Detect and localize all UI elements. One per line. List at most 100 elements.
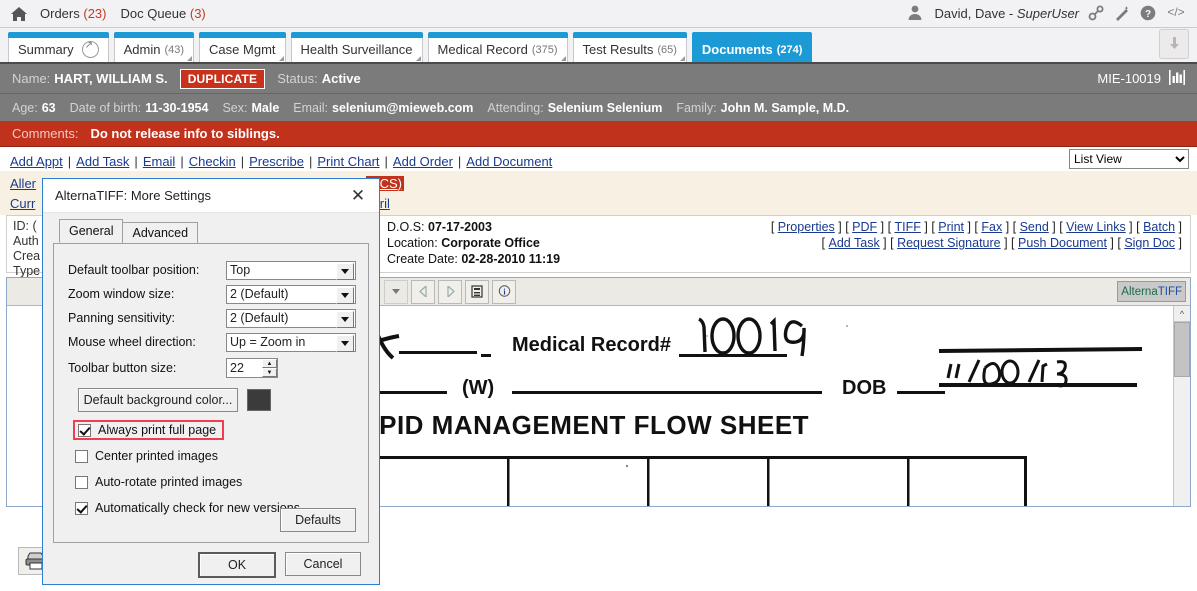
- doc-created-line: Crea: [13, 249, 41, 263]
- tab-test-results-label: Test Results: [582, 42, 654, 57]
- field-panning-label: Panning sensitivity:: [68, 311, 176, 325]
- tab-case-mgmt[interactable]: Case Mgmt: [199, 32, 286, 62]
- tab-test-results[interactable]: Test Results (65): [572, 32, 688, 62]
- action-add-order[interactable]: Add Order: [392, 153, 453, 169]
- link-icon[interactable]: [1088, 5, 1105, 22]
- chevron-down-icon[interactable]: [336, 286, 354, 304]
- doclink-send[interactable]: Send: [1019, 220, 1049, 234]
- doclink-properties[interactable]: Properties: [777, 220, 835, 234]
- auto-check-new-versions-checkbox[interactable]: [75, 501, 88, 515]
- chevron-down-icon[interactable]: [679, 56, 685, 61]
- action-checkin[interactable]: Checkin: [188, 153, 236, 169]
- prev-page-icon[interactable]: [411, 279, 435, 304]
- action-add-task[interactable]: Add Task: [76, 153, 130, 169]
- center-printed-images-checkbox[interactable]: [75, 449, 88, 463]
- chevron-down-icon[interactable]: [187, 56, 193, 61]
- doclink-view-links[interactable]: View Links: [1066, 220, 1126, 234]
- stepper-up-icon[interactable]: ▲: [262, 359, 277, 368]
- dialog-tab-advanced[interactable]: Advanced: [122, 222, 199, 243]
- chevron-down-icon[interactable]: [336, 334, 354, 352]
- next-page-icon[interactable]: [438, 279, 462, 304]
- help-icon[interactable]: ?: [1140, 5, 1157, 22]
- action-add-document[interactable]: Add Document: [466, 153, 553, 169]
- field-zoom-window-label: Zoom window size:: [68, 287, 175, 301]
- action-add-appt[interactable]: Add Appt: [10, 153, 63, 169]
- chevron-down-icon[interactable]: [336, 262, 354, 280]
- doclink-fax[interactable]: Fax: [981, 220, 1003, 234]
- download-button[interactable]: [1159, 29, 1189, 59]
- svg-text:</>: </>: [1167, 5, 1184, 19]
- stepper-buttons[interactable]: ▲ ▼: [262, 359, 277, 377]
- panning-sensitivity-select[interactable]: 2 (Default): [226, 308, 356, 328]
- patient-dob-value: 11-30-1954: [145, 100, 209, 115]
- wand-icon[interactable]: [1114, 5, 1131, 22]
- sep: |: [240, 153, 245, 169]
- scroll-up-icon[interactable]: ^: [1174, 306, 1190, 322]
- chevron-down-icon[interactable]: [560, 56, 566, 61]
- stepper-down-icon[interactable]: ▼: [262, 368, 277, 377]
- tab-summary[interactable]: Summary: [8, 32, 109, 62]
- mouse-wheel-direction-select[interactable]: Up = Zoom in: [226, 332, 356, 352]
- auto-rotate-printed-images-checkbox[interactable]: [75, 475, 88, 489]
- chevron-down-icon[interactable]: [278, 56, 284, 61]
- toolbar-button-size-value: 22: [230, 361, 244, 375]
- doc-dos-label: D.O.S:: [387, 220, 425, 234]
- doclink-tiff[interactable]: TIFF: [894, 220, 921, 234]
- doclink-batch[interactable]: Batch: [1143, 220, 1176, 234]
- cancel-button[interactable]: Cancel: [285, 552, 361, 576]
- code-icon[interactable]: </>: [1166, 5, 1184, 22]
- chevron-down-icon[interactable]: [415, 56, 421, 61]
- topbar-link-orders[interactable]: Orders (23): [40, 6, 106, 21]
- home-icon[interactable]: [10, 6, 28, 22]
- doclink-sign-doc[interactable]: Sign Doc: [1124, 236, 1176, 250]
- dropdown-icon[interactable]: [384, 279, 408, 304]
- defaults-button-label: Defaults: [295, 513, 341, 527]
- tab-admin[interactable]: Admin (43): [113, 32, 195, 62]
- info-icon[interactable]: i: [492, 279, 516, 304]
- defaults-button[interactable]: Defaults: [280, 508, 356, 532]
- patient-banner-row-1: Name: HART, WILLIAM S. DUPLICATE Status:…: [0, 64, 1197, 94]
- patient-age-label: Age:: [12, 100, 38, 115]
- popout-icon[interactable]: [81, 40, 99, 58]
- checkbox-group: Always print full page Center printed im…: [68, 420, 358, 518]
- dialog-body: General Advanced Default toolbar positio…: [43, 213, 379, 578]
- chart-icon[interactable]: [1169, 69, 1185, 88]
- tab-documents[interactable]: Documents (274): [691, 32, 813, 62]
- toolbar-button-size-stepper[interactable]: 22 ▲ ▼: [226, 358, 278, 378]
- background-color-swatch[interactable]: [247, 389, 271, 411]
- default-background-color-button[interactable]: Default background color...: [78, 388, 238, 412]
- field-toolbar-position-label: Default toolbar position:: [68, 263, 200, 277]
- view-mode-select[interactable]: List View: [1069, 149, 1189, 169]
- document-meta-left-column: ID: ( Auth Crea Type Subj: [13, 219, 40, 294]
- user-name[interactable]: David, Dave - SuperUser: [934, 6, 1079, 21]
- doclink-print[interactable]: Print: [938, 220, 964, 234]
- thumbnail-icon[interactable]: [465, 279, 489, 304]
- chevron-down-icon[interactable]: [336, 310, 354, 328]
- topbar-link-doc-queue[interactable]: Doc Queue (3): [120, 6, 205, 21]
- ok-button[interactable]: OK: [198, 552, 276, 578]
- zoom-window-size-select[interactable]: 2 (Default): [226, 284, 356, 304]
- tab-health-surveillance[interactable]: Health Surveillance: [290, 32, 423, 62]
- scrollbar-thumb[interactable]: [1174, 322, 1190, 377]
- close-icon[interactable]: ✕: [350, 185, 366, 205]
- action-print-chart[interactable]: Print Chart: [317, 153, 380, 169]
- tab-medical-record[interactable]: Medical Record (375): [427, 32, 568, 62]
- doclink-request-signature[interactable]: Request Signature: [897, 236, 1001, 250]
- action-prescribe[interactable]: Prescribe: [249, 153, 304, 169]
- toolbar-position-select[interactable]: Top: [226, 260, 356, 280]
- allergies-link[interactable]: Aller: [10, 175, 37, 191]
- current-meds-link[interactable]: Curr: [10, 195, 36, 211]
- doclink-pdf[interactable]: PDF: [852, 220, 878, 234]
- patient-age-value: 63: [41, 100, 56, 115]
- tab-documents-count: (274): [776, 43, 803, 56]
- dialog-tab-general[interactable]: General: [59, 219, 124, 243]
- sep: |: [180, 153, 184, 169]
- always-print-full-page-checkbox[interactable]: [78, 423, 91, 437]
- viewer-scrollbar[interactable]: ^: [1173, 306, 1190, 506]
- doc-dos-value: 07-17-2003: [428, 220, 492, 234]
- doclink-push-document[interactable]: Push Document: [1018, 236, 1107, 250]
- doclink-add-task[interactable]: Add Task: [828, 236, 880, 250]
- sep: |: [457, 153, 462, 169]
- action-email[interactable]: Email: [142, 153, 176, 169]
- tab-test-results-count: (65): [657, 43, 677, 56]
